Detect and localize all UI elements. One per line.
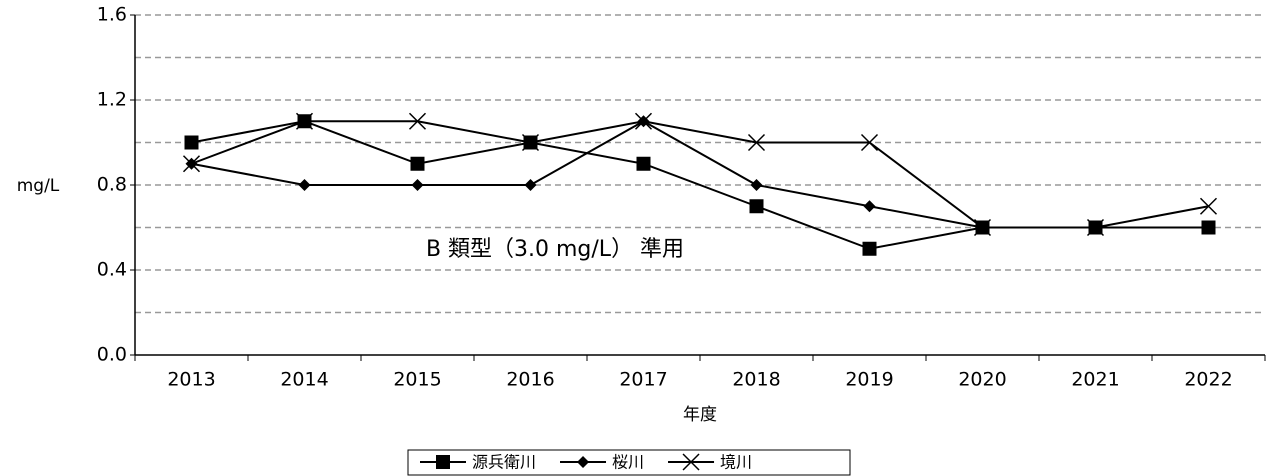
y-tick-label: 0.8: [97, 174, 127, 196]
x-tick-label: 2020: [958, 369, 1006, 391]
data-point: [636, 156, 651, 171]
y-axis-title: mg/L: [17, 176, 60, 196]
data-point: [860, 133, 879, 152]
x-tick-label: 2019: [845, 369, 893, 391]
data-point: [182, 155, 201, 173]
data-point: [1199, 197, 1218, 215]
data-point: [408, 112, 427, 130]
legend-label: 源兵衛川: [472, 453, 536, 472]
series-line: [191, 120, 1209, 229]
x-tick-label: 2021: [1071, 369, 1119, 391]
data-point: [411, 179, 424, 191]
y-tick-label: 1.2: [97, 89, 127, 111]
x-axis-title: 年度: [683, 405, 717, 425]
x-tick-label: 2022: [1184, 369, 1232, 391]
x-tick-label: 2018: [732, 369, 780, 391]
x-tick-label: 2015: [393, 369, 441, 391]
data-point: [1086, 218, 1105, 237]
data-point: [410, 156, 425, 171]
legend-label: 境川: [720, 453, 752, 472]
legend-label: 桜川: [612, 453, 644, 472]
data-point: [863, 200, 876, 213]
data-point: [1202, 221, 1215, 234]
x-tick-label: 2016: [506, 369, 554, 391]
data-point: [749, 199, 764, 214]
data-point: [862, 241, 877, 256]
y-tick-label: 1.6: [97, 4, 127, 26]
legend-marker: [682, 453, 700, 471]
data-point: [295, 112, 314, 130]
x-tick-label: 2014: [280, 369, 328, 391]
x-tick-label: 2017: [619, 369, 667, 391]
annotation: B 類型（3.0 mg/L） 準用: [426, 237, 684, 262]
data-point: [747, 133, 766, 152]
legend-marker: [436, 455, 450, 469]
data-point: [521, 133, 540, 152]
legend-box: [407, 449, 851, 476]
data-point: [750, 179, 763, 191]
data-point: [184, 135, 199, 150]
data-point: [524, 179, 537, 191]
x-tick-label: 2013: [167, 369, 215, 391]
y-tick-label: 0.0: [97, 344, 127, 366]
y-tick-label: 0.4: [97, 259, 127, 281]
data-point: [634, 112, 653, 130]
data-point: [973, 218, 992, 237]
data-point: [298, 179, 311, 191]
legend-marker: [577, 456, 590, 468]
